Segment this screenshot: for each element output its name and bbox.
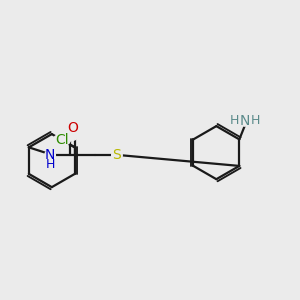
Ellipse shape bbox=[53, 134, 70, 146]
Text: O: O bbox=[67, 121, 78, 135]
Ellipse shape bbox=[67, 130, 78, 140]
Text: H: H bbox=[250, 114, 260, 127]
Ellipse shape bbox=[229, 116, 237, 126]
Text: Cl: Cl bbox=[55, 133, 69, 147]
Text: H: H bbox=[229, 114, 239, 127]
Ellipse shape bbox=[45, 150, 56, 160]
Text: N: N bbox=[45, 148, 55, 162]
Text: S: S bbox=[112, 148, 121, 162]
Ellipse shape bbox=[252, 116, 261, 126]
Ellipse shape bbox=[112, 150, 122, 160]
Text: H: H bbox=[45, 158, 55, 171]
Text: N: N bbox=[239, 114, 250, 128]
Ellipse shape bbox=[240, 116, 249, 126]
